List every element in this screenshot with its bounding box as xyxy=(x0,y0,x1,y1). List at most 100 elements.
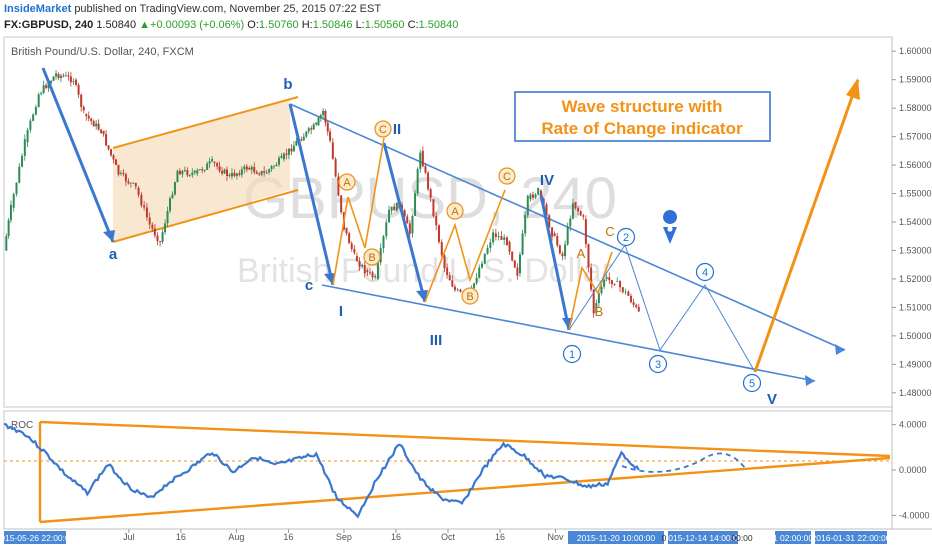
candle-body xyxy=(319,115,322,118)
candle-body xyxy=(584,219,587,245)
price-tick-label: 1.51000 xyxy=(899,302,932,312)
candle-body xyxy=(64,75,67,77)
candle-body xyxy=(478,267,481,278)
candle-body xyxy=(361,264,364,267)
date-badge xyxy=(815,531,887,544)
wave-number-2: 2 xyxy=(623,232,629,244)
candle-body xyxy=(492,232,495,243)
candle-body xyxy=(260,171,263,175)
candle-body xyxy=(201,169,204,171)
candle-body xyxy=(243,166,246,170)
candle-body xyxy=(511,251,514,261)
candle-body xyxy=(21,155,24,167)
candle-body xyxy=(456,289,459,291)
wave-c-arrowhead xyxy=(324,273,335,285)
candle-body xyxy=(153,228,156,236)
roc-triangle-upper xyxy=(39,420,891,458)
candle-body xyxy=(326,122,329,132)
candle-body xyxy=(345,227,348,234)
candle-body xyxy=(140,194,143,206)
candle-body xyxy=(531,194,534,198)
roc-triangle-lower xyxy=(39,456,891,524)
candle-body xyxy=(451,280,454,287)
candle-body xyxy=(69,76,72,83)
candle-body xyxy=(110,149,113,156)
candle-body xyxy=(67,75,70,77)
candle-body xyxy=(74,79,77,85)
date-badge-label: 2015-05-26 22:00:00 xyxy=(0,533,75,543)
orange-circle-b2 xyxy=(461,287,479,305)
candle-body xyxy=(448,274,451,281)
up-arrow-icon: ▲ xyxy=(139,19,151,31)
candle-body xyxy=(82,106,85,111)
brand-link[interactable]: InsideMarket xyxy=(4,3,72,15)
candle-body xyxy=(443,255,446,268)
orange-circle-b1 xyxy=(363,248,381,266)
candle-body xyxy=(429,189,432,198)
roc-tick-label: 4.0000 xyxy=(899,420,927,430)
candle-body xyxy=(265,172,268,174)
candle-body xyxy=(178,170,181,175)
circle-1 xyxy=(562,344,582,364)
projection-wave-path xyxy=(568,243,756,373)
channel-lower-line xyxy=(112,189,299,243)
chart-title: British Pound/U.S. Dollar, 240, FXCM xyxy=(11,46,194,58)
candle-body xyxy=(564,244,567,257)
candle-body xyxy=(196,170,199,174)
roc-series-line xyxy=(3,422,640,519)
orange-label-c-upper: C xyxy=(379,124,387,136)
candle-body xyxy=(480,263,483,268)
candle-body xyxy=(102,130,105,135)
candle-body xyxy=(230,172,233,177)
orange-subwave-1 xyxy=(332,137,385,286)
candle-body xyxy=(526,195,529,216)
candle-body xyxy=(595,303,598,314)
open-label: O: xyxy=(247,19,259,31)
price-tick-label: 1.56000 xyxy=(899,160,932,170)
candle-body xyxy=(248,167,251,170)
location-pin-icon[interactable] xyxy=(663,210,678,224)
orange-circle-c2 xyxy=(498,167,516,185)
candle-body xyxy=(406,216,409,224)
time-tick-label: 16 xyxy=(176,532,186,542)
candle-body xyxy=(453,286,456,291)
low-label: L: xyxy=(355,19,365,31)
candle-body xyxy=(556,236,559,246)
projection-orange-arrow-line xyxy=(753,79,860,373)
wave-label-III: III xyxy=(430,332,443,349)
candle-body xyxy=(228,174,231,176)
candle-body xyxy=(208,161,211,164)
date-badge xyxy=(568,531,664,544)
candle-body xyxy=(250,167,253,170)
candle-body xyxy=(337,176,340,196)
candle-body xyxy=(29,120,32,130)
candle-body xyxy=(255,172,258,174)
candle-body xyxy=(473,283,476,289)
candle-body xyxy=(374,276,377,278)
candle-body xyxy=(629,296,632,303)
circle-4 xyxy=(695,262,715,282)
price-tick-label: 1.60000 xyxy=(899,46,932,56)
candle-body xyxy=(119,172,122,174)
date-badge xyxy=(775,531,811,544)
candle-body xyxy=(216,163,219,167)
candle-body xyxy=(169,198,172,212)
orange-label-a2: A xyxy=(451,206,459,218)
time-tick-label: Sep xyxy=(336,532,352,542)
candle-body xyxy=(15,182,18,195)
high-value: 1.50846 xyxy=(312,19,353,31)
candle-body xyxy=(300,139,303,141)
wave-c-line xyxy=(288,103,335,286)
candle-body xyxy=(161,232,164,242)
candle-body xyxy=(80,94,83,107)
candle-body xyxy=(95,123,98,127)
candle-body xyxy=(253,167,256,173)
candle-body xyxy=(574,202,577,209)
price-tick-label: 1.59000 xyxy=(899,75,932,85)
orange-label-c3: C xyxy=(605,224,614,239)
candle-body xyxy=(619,281,622,288)
candle-body xyxy=(211,158,214,162)
candle-body xyxy=(486,248,489,254)
candle-body xyxy=(435,216,438,226)
